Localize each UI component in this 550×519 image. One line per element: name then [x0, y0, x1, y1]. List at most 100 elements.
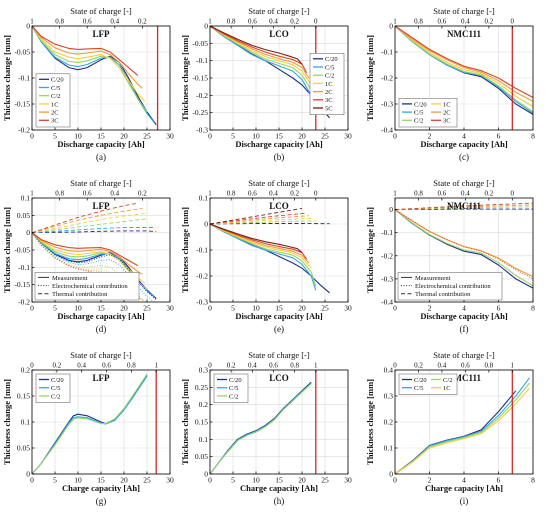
panel-label: (d)	[96, 324, 107, 334]
legend-entry: C/5	[325, 64, 334, 71]
x-axis-label: Discharge capacity [Ah]	[57, 139, 145, 149]
panel-title: LCO	[269, 373, 289, 383]
series-line-C-2-solid	[209, 223, 317, 287]
legend-entry: C/5	[51, 385, 60, 392]
top-tick-label: 0.4	[269, 18, 278, 26]
top-tick-label: 0.8	[484, 362, 493, 370]
series-line-1C-solid	[31, 232, 146, 284]
top-tick-label: 0	[511, 18, 515, 26]
x-axis-label: Discharge capacity [Ah]	[235, 139, 323, 149]
y-tick-label: -0.2	[18, 126, 30, 135]
x-tick-label: 0	[30, 304, 34, 313]
x-tick-label: 30	[344, 304, 352, 313]
y-tick-label: -0.25	[192, 108, 208, 117]
y-axis-label: Thickness change [mm]	[365, 35, 375, 121]
legend-entry: C/2	[51, 93, 60, 100]
y-axis-label: Thickness change [mm]	[2, 207, 12, 293]
series-line-1C-dashed	[209, 218, 312, 225]
x-axis-label: Discharge capacity [Ah]	[420, 139, 508, 149]
x-tick-label: 0	[393, 132, 397, 141]
legend-entry: C/5	[414, 385, 423, 392]
panel-title: LFP	[93, 201, 111, 211]
legend-entry: 5C	[325, 105, 333, 112]
top-tick-label: 0	[30, 362, 34, 370]
top-tick-label: 0	[314, 18, 318, 26]
y-tick-label: 0.25	[195, 383, 208, 392]
panel-title: NMC111	[447, 201, 482, 211]
legend-entry: Electrochemical contribution	[52, 283, 128, 290]
legend-entry: Electrochemical contribution	[415, 283, 491, 290]
x-axis-label: Discharge capacity [Ah]	[235, 311, 323, 321]
legend-entry: Thermal contribution	[52, 291, 108, 298]
y-tick-label: 0	[389, 22, 393, 31]
series-line-2C-solid	[394, 209, 534, 278]
panel-label: (e)	[274, 324, 284, 334]
y-tick-label: 0	[204, 220, 208, 229]
panel-label: (h)	[274, 496, 285, 506]
top-tick-label: 1	[511, 362, 515, 370]
legend-box	[35, 73, 71, 128]
x-tick-label: 6	[497, 132, 501, 141]
series-line-3C-solid	[209, 25, 308, 74]
top-tick-label: 0.8	[290, 362, 299, 370]
legend-entry: C/2	[51, 393, 60, 400]
panel-title: LCO	[269, 29, 289, 39]
panel-label: (g)	[96, 496, 107, 506]
x-tick-label: 5	[53, 476, 57, 485]
x-axis-label: Charge capacity [Ah]	[62, 483, 140, 493]
x-tick-label: 0	[30, 476, 34, 485]
top-tick-label: 0.2	[138, 18, 147, 26]
legend: C/20C/5C/2	[213, 373, 249, 403]
y-tick-label: 0.1	[199, 194, 209, 203]
x-tick-label: 20	[298, 304, 306, 313]
top-tick-label: 0.6	[83, 18, 92, 26]
legend-entry: 1C	[443, 101, 451, 108]
y-tick-label: 0	[204, 22, 208, 31]
chart-panel-c: 0 2 4 6 8-0.4-0.3-0.2-0.10 1 0.8 0.6 0.4 0.2 0Stat…	[365, 6, 535, 162]
y-axis-label: Thickness change [mm]	[365, 379, 375, 465]
y-tick-label: 0	[26, 22, 30, 31]
legend-entry: C/2	[443, 377, 452, 384]
panel-label: (f)	[460, 324, 469, 334]
x-tick-label: 10	[74, 476, 82, 485]
series-line-C-5-solid	[31, 375, 148, 475]
top-tick-label: 0.2	[484, 190, 493, 198]
top-tick-label: 0	[511, 190, 515, 198]
legend-entry: C/20	[414, 101, 427, 108]
legend-entry: C/5	[51, 85, 60, 92]
y-tick-label: -0.1	[381, 228, 393, 237]
y-tick-label: 0.05	[195, 452, 208, 461]
top-tick-label: 0.8	[55, 18, 64, 26]
top-tick-label: 1	[208, 18, 212, 26]
x-axis-label: Charge capacity [Ah]	[240, 483, 318, 493]
series-line-C-5-solid	[209, 25, 317, 115]
series-line-C-2-solid	[209, 383, 312, 475]
x-tick-label: 5	[231, 132, 235, 141]
y-tick-label: -0.05	[192, 39, 208, 48]
chart-panel-e: 0 5 10 15 20 25 30 -0.3 -0.2 -0.1 0 0.1 1 0.8 0.6 0.4 0.…	[180, 178, 352, 334]
series-line-2C-solid	[209, 223, 310, 264]
series-line-2C-solid	[31, 232, 143, 275]
series-line-1C-solid	[209, 25, 312, 86]
y-tick-label: -0.15	[14, 100, 30, 109]
x-tick-label: 2	[428, 132, 432, 141]
top-tick-label: 0.2	[138, 190, 147, 198]
series-line-3C-dashed	[209, 212, 307, 225]
y-tick-label: 0.1	[199, 435, 209, 444]
legend-entry: 3C	[51, 118, 59, 125]
top-tick-label: 0.2	[484, 18, 493, 26]
x-tick-label: 25	[321, 476, 329, 485]
y-tick-label: 0.1	[384, 444, 394, 453]
top-axis-label: State of charge [-]	[433, 178, 495, 188]
legend-entry: 2C	[443, 110, 451, 117]
top-tick-label: 1	[393, 190, 397, 198]
x-tick-label: 30	[344, 476, 352, 485]
x-tick-label: 0	[30, 132, 34, 141]
x-tick-label: 20	[120, 304, 128, 313]
y-axis-label: Thickness change [mm]	[180, 35, 190, 121]
legend-entry: 1C	[51, 101, 59, 108]
y-tick-label: -0.1	[196, 246, 208, 255]
